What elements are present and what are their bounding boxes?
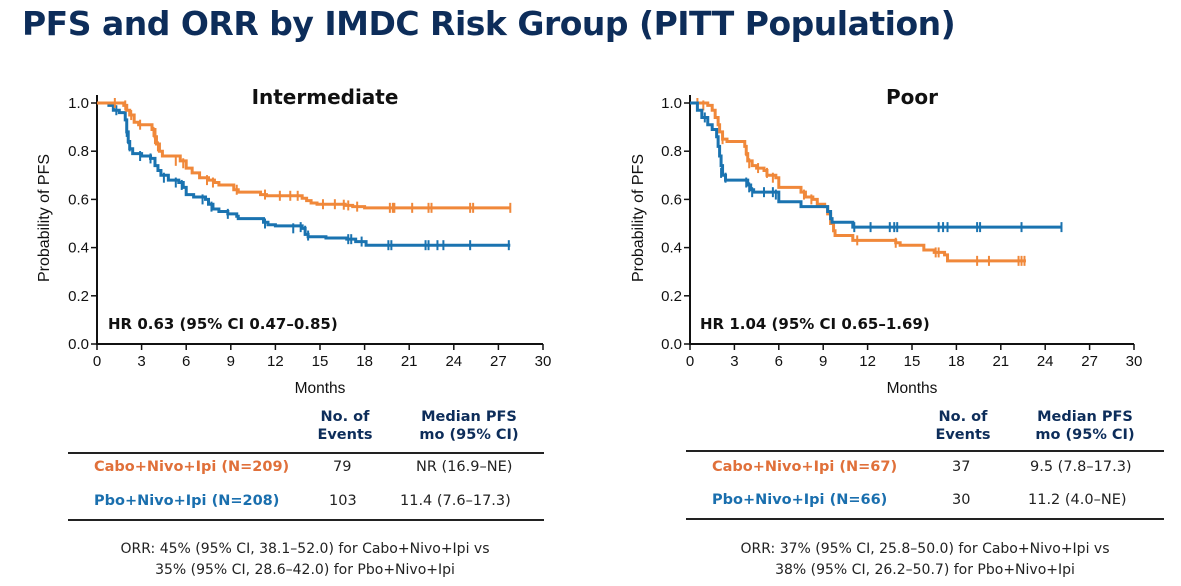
header-line: Median PFS — [1037, 409, 1133, 425]
median-pfs-value: NR (16.9–NE) — [416, 459, 513, 475]
orr-line: ORR: 45% (95% CI, 38.1–52.0) for Cabo+Ni… — [120, 541, 490, 557]
orr-line: ORR: 37% (95% CI, 25.8–50.0) for Cabo+Ni… — [740, 541, 1110, 557]
events-value: 37 — [952, 459, 971, 475]
x-tick-label: 30 — [535, 353, 552, 370]
orr-text-poor: ORR: 37% (95% CI, 25.8–50.0) for Cabo+Ni… — [680, 539, 1170, 581]
x-tick-label: 0 — [686, 353, 694, 370]
km-series-cabo-nivo-ipi — [97, 98, 512, 213]
x-tick-label: 18 — [356, 353, 373, 370]
y-axis-label: Probability of PFS — [630, 154, 647, 282]
hazard-ratio-annotation: HR 1.04 (95% CI 0.65–1.69) — [700, 315, 930, 333]
x-tick-label: 3 — [730, 353, 738, 370]
orr-line: 35% (95% CI, 28.6–42.0) for Pbo+Nivo+Ipi — [155, 562, 455, 578]
x-axis-label: Months — [295, 380, 346, 397]
arm-label-cabo: Cabo+Nivo+Ipi (N=67) — [712, 459, 898, 475]
slide-title: PFS and ORR by IMDC Risk Group (PITT Pop… — [22, 4, 956, 43]
x-tick-label: 0 — [93, 353, 101, 370]
x-tick-label: 12 — [267, 353, 284, 370]
header-line: mo (95% CI) — [419, 427, 519, 443]
x-tick-label: 6 — [182, 353, 190, 370]
y-tick-label: 0.0 — [68, 336, 89, 353]
hazard-ratio-annotation: HR 0.63 (95% CI 0.47–0.85) — [108, 315, 338, 333]
header-line: Median PFS — [421, 409, 517, 425]
chart-title: Intermediate — [252, 85, 399, 109]
arm-label-cabo: Cabo+Nivo+Ipi (N=209) — [94, 459, 290, 475]
x-tick-label: 12 — [859, 353, 876, 370]
y-tick-label: 0.0 — [661, 336, 682, 353]
y-tick-label: 0.4 — [661, 240, 682, 257]
km-curve-cabo-nivo-ipi — [97, 101, 511, 210]
arm-label-pbo: Pbo+Nivo+Ipi (N=66) — [712, 492, 888, 508]
x-tick-label: 15 — [312, 353, 329, 370]
x-tick-label: 9 — [227, 353, 235, 370]
header-line: No. of — [320, 409, 370, 425]
table-bottom-rule — [686, 518, 1164, 520]
table-bottom-rule — [68, 519, 544, 521]
x-tick-label: 24 — [445, 353, 462, 370]
header-line: Events — [935, 427, 991, 443]
header-line: mo (95% CI) — [1035, 427, 1135, 443]
y-tick-label: 0.2 — [661, 288, 682, 305]
x-tick-label: 21 — [992, 353, 1009, 370]
median-pfs-value: 11.2 (4.0–NE) — [1028, 492, 1127, 508]
km-curve-pbo-nivo-ipi — [690, 101, 1062, 229]
km-chart-poor: Poor Probability of PFS Months HR 1.04 (… — [630, 85, 1142, 397]
arm-label-pbo: Pbo+Nivo+Ipi (N=208) — [94, 493, 280, 509]
x-tick-label: 6 — [775, 353, 783, 370]
col-header-events: No. of Events — [918, 408, 1008, 444]
col-header-median-pfs: Median PFS mo (95% CI) — [1014, 408, 1156, 444]
header-line: Events — [317, 427, 373, 443]
y-tick-label: 0.6 — [68, 191, 89, 208]
km-curve-pbo-nivo-ipi — [97, 101, 511, 247]
km-charts: Intermediate Probability of PFS Months H… — [36, 85, 1142, 397]
km-series-cabo-nivo-ipi — [690, 98, 1026, 266]
header-line: No. of — [938, 409, 988, 425]
table-top-rule — [686, 450, 1164, 452]
x-tick-label: 15 — [904, 353, 921, 370]
y-tick-label: 1.0 — [661, 95, 682, 112]
orr-line: 38% (95% CI, 26.2–50.7) for Pbo+Nivo+Ipi — [775, 562, 1075, 578]
median-pfs-value: 11.4 (7.6–17.3) — [400, 493, 511, 509]
km-chart-intermediate: Intermediate Probability of PFS Months H… — [36, 85, 551, 397]
col-header-median-pfs: Median PFS mo (95% CI) — [398, 408, 540, 444]
events-value: 79 — [333, 459, 352, 475]
col-header-events: No. of Events — [300, 408, 390, 444]
y-tick-label: 0.6 — [661, 191, 682, 208]
chart-title: Poor — [886, 85, 938, 109]
x-tick-label: 27 — [490, 353, 507, 370]
x-tick-label: 18 — [948, 353, 965, 370]
y-tick-label: 0.4 — [68, 240, 89, 257]
km-series-pbo-nivo-ipi — [97, 101, 511, 251]
km-series-pbo-nivo-ipi — [690, 101, 1063, 233]
x-tick-label: 9 — [819, 353, 827, 370]
table-top-rule — [68, 452, 544, 454]
events-value: 103 — [329, 493, 357, 509]
y-tick-label: 0.8 — [68, 143, 89, 160]
y-tick-label: 0.8 — [661, 143, 682, 160]
y-axis-label: Probability of PFS — [36, 154, 53, 282]
x-tick-label: 3 — [137, 353, 145, 370]
x-tick-label: 30 — [1126, 353, 1143, 370]
x-tick-label: 27 — [1081, 353, 1098, 370]
y-tick-label: 0.2 — [68, 288, 89, 305]
x-tick-label: 21 — [401, 353, 418, 370]
x-tick-label: 24 — [1037, 353, 1054, 370]
y-tick-label: 1.0 — [68, 95, 89, 112]
events-value: 30 — [952, 492, 971, 508]
orr-text-intermediate: ORR: 45% (95% CI, 38.1–52.0) for Cabo+Ni… — [60, 539, 550, 581]
x-axis-label: Months — [887, 380, 938, 397]
median-pfs-value: 9.5 (7.8–17.3) — [1030, 459, 1132, 475]
